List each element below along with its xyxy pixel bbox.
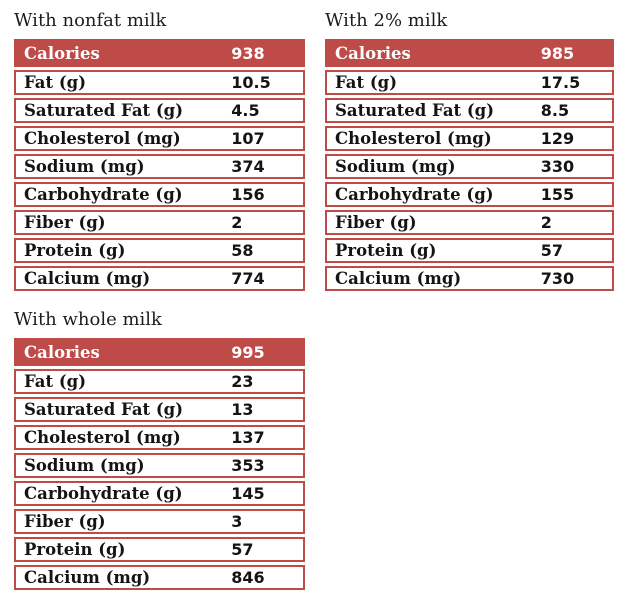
table-row: Saturated Fat (g) 4.5 <box>14 98 305 123</box>
row-label: Calcium (mg) <box>335 269 462 288</box>
row-label: Carbohydrate (g) <box>24 484 183 503</box>
row-label: Protein (g) <box>24 540 126 559</box>
row-label: Saturated Fat (g) <box>335 101 495 120</box>
row-label: Protein (g) <box>335 241 437 260</box>
table-row: Calcium (mg) 730 <box>325 266 614 291</box>
header-label: Calories <box>24 342 100 362</box>
row-label: Saturated Fat (g) <box>24 101 184 120</box>
table-row: Carbohydrate (g) 156 <box>14 182 305 207</box>
nutrition-section-nonfat-milk: With nonfat milk Calories 938 Fat (g) 10… <box>14 10 305 291</box>
row-label: Cholesterol (mg) <box>335 129 492 148</box>
row-label: Fiber (g) <box>24 512 106 531</box>
row-label: Protein (g) <box>24 241 126 260</box>
table-title: With 2% milk <box>325 10 448 31</box>
row-value: 4.5 <box>231 101 260 120</box>
table-row: Sodium (mg) 353 <box>14 453 305 478</box>
table-row: Cholesterol (mg) 137 <box>14 425 305 450</box>
table-row: Fat (g) 17.5 <box>325 70 614 95</box>
row-label: Cholesterol (mg) <box>24 428 181 447</box>
table-header-row: Calories 985 <box>325 39 614 67</box>
row-label: Fat (g) <box>24 73 87 92</box>
nutrition-table-whole: Calories 995 Fat (g) 23 Saturated Fat (g… <box>14 338 305 590</box>
row-value: 129 <box>540 129 575 148</box>
table-row: Fat (g) 23 <box>14 369 305 394</box>
row-label: Sodium (mg) <box>24 456 145 475</box>
table-title: With nonfat milk <box>14 10 167 31</box>
table-row: Fiber (g) 2 <box>14 210 305 235</box>
table-row: Fiber (g) 2 <box>325 210 614 235</box>
row-value: 10.5 <box>231 73 271 92</box>
nutrition-section-2percent-milk: With 2% milk Calories 985 Fat (g) 17.5 S… <box>325 10 614 291</box>
table-row: Saturated Fat (g) 13 <box>14 397 305 422</box>
table-row: Calcium (mg) 774 <box>14 266 305 291</box>
table-title: With whole milk <box>14 309 162 330</box>
row-value: 774 <box>231 269 265 288</box>
table-row: Fiber (g) 3 <box>14 509 305 534</box>
row-label: Fiber (g) <box>335 213 417 232</box>
row-value: 58 <box>231 241 254 260</box>
row-value: 156 <box>231 185 265 204</box>
table-row: Carbohydrate (g) 155 <box>325 182 614 207</box>
row-value: 155 <box>540 185 575 204</box>
row-label: Fat (g) <box>335 73 398 92</box>
row-label: Fat (g) <box>24 372 87 391</box>
row-value: 107 <box>231 129 265 148</box>
row-value: 846 <box>231 568 265 587</box>
row-label: Carbohydrate (g) <box>335 185 494 204</box>
row-value: 353 <box>231 456 265 475</box>
row-value: 137 <box>231 428 265 447</box>
row-label: Saturated Fat (g) <box>24 400 184 419</box>
table-row: Fat (g) 10.5 <box>14 70 305 95</box>
row-label: Sodium (mg) <box>24 157 145 176</box>
nutrition-table-2percent: Calories 985 Fat (g) 17.5 Saturated Fat … <box>325 39 614 291</box>
header-value: 938 <box>231 43 265 63</box>
row-value: 145 <box>231 484 265 503</box>
table-row: Cholesterol (mg) 107 <box>14 126 305 151</box>
table-row: Protein (g) 57 <box>325 238 614 263</box>
row-label: Cholesterol (mg) <box>24 129 181 148</box>
header-value: 985 <box>540 43 575 63</box>
table-row: Sodium (mg) 330 <box>325 154 614 179</box>
nutrition-table-nonfat: Calories 938 Fat (g) 10.5 Saturated Fat … <box>14 39 305 291</box>
row-value: 17.5 <box>540 73 581 92</box>
header-label: Calories <box>24 43 100 63</box>
table-row: Saturated Fat (g) 8.5 <box>325 98 614 123</box>
row-value: 57 <box>540 241 564 260</box>
table-row: Calcium (mg) 846 <box>14 565 305 590</box>
header-label: Calories <box>335 43 411 63</box>
row-value: 8.5 <box>540 101 570 120</box>
row-value: 57 <box>231 540 254 559</box>
row-value: 2 <box>540 213 552 232</box>
row-label: Calcium (mg) <box>24 568 151 587</box>
table-row: Carbohydrate (g) 145 <box>14 481 305 506</box>
table-header-row: Calories 995 <box>14 338 305 366</box>
row-label: Fiber (g) <box>24 213 106 232</box>
row-value: 13 <box>231 400 254 419</box>
table-header-row: Calories 938 <box>14 39 305 67</box>
table-row: Cholesterol (mg) 129 <box>325 126 614 151</box>
table-row: Protein (g) 58 <box>14 238 305 263</box>
row-value: 23 <box>231 372 254 391</box>
row-label: Sodium (mg) <box>335 157 456 176</box>
row-value: 3 <box>231 512 243 531</box>
row-value: 374 <box>231 157 265 176</box>
nutrition-section-whole-milk: With whole milk Calories 995 Fat (g) 23 … <box>14 309 305 590</box>
row-value: 330 <box>540 157 575 176</box>
table-row: Protein (g) 57 <box>14 537 305 562</box>
row-label: Calcium (mg) <box>24 269 151 288</box>
header-value: 995 <box>231 342 265 362</box>
row-label: Carbohydrate (g) <box>24 185 183 204</box>
row-value: 730 <box>540 269 575 288</box>
row-value: 2 <box>231 213 243 232</box>
table-row: Sodium (mg) 374 <box>14 154 305 179</box>
